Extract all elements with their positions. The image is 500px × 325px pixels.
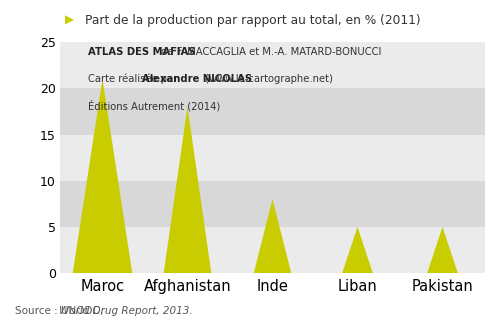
Bar <box>60 181 485 227</box>
Text: Carte réalisée par: Carte réalisée par <box>88 74 180 84</box>
Polygon shape <box>254 199 291 273</box>
Text: World Drug Report, 2013.: World Drug Report, 2013. <box>59 306 192 316</box>
Polygon shape <box>427 227 458 273</box>
Polygon shape <box>164 107 212 273</box>
Polygon shape <box>342 227 373 273</box>
Text: ATLAS DES MAFIAS: ATLAS DES MAFIAS <box>88 47 198 57</box>
Text: Part de la production par rapport au total, en % (2011): Part de la production par rapport au tot… <box>85 14 420 27</box>
Bar <box>60 42 485 88</box>
Text: Source : UNODC,: Source : UNODC, <box>15 306 106 316</box>
Text: ▶: ▶ <box>65 14 74 27</box>
Text: (www.le-cartographe.net): (www.le-cartographe.net) <box>202 74 334 84</box>
Text: de F. MACCAGLIA et M.-A. MATARD-BONUCCI: de F. MACCAGLIA et M.-A. MATARD-BONUCCI <box>162 47 382 57</box>
Bar <box>60 135 485 181</box>
Bar <box>60 88 485 135</box>
Bar <box>60 227 485 273</box>
Text: Éditions Autrement (2014): Éditions Autrement (2014) <box>88 100 220 112</box>
Polygon shape <box>73 79 132 273</box>
Text: Alexandre NICOLAS: Alexandre NICOLAS <box>142 74 252 84</box>
